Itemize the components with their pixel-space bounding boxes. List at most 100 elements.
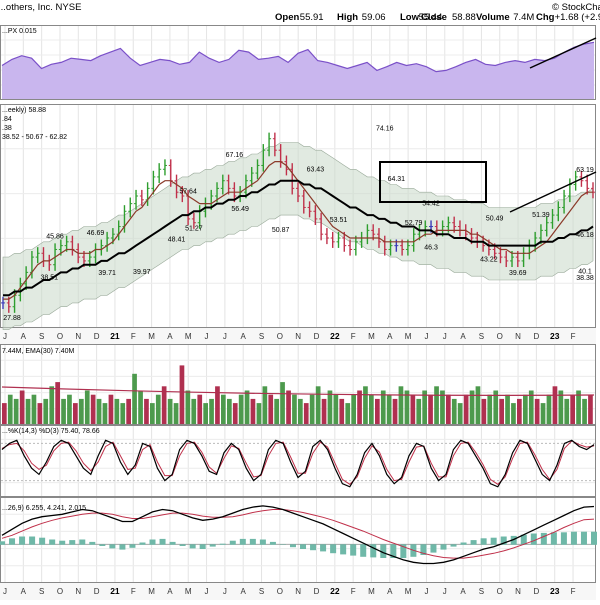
price-label: 63.43 bbox=[307, 166, 325, 173]
volume-bar bbox=[345, 403, 351, 424]
volume-bar bbox=[481, 398, 487, 424]
volume-bar bbox=[274, 398, 279, 424]
watermark: © StockCharts bbox=[552, 2, 600, 13]
volume-bar bbox=[292, 394, 297, 424]
volume-bar bbox=[546, 394, 552, 424]
x-tick-label: A bbox=[167, 587, 173, 596]
stat-close: Close 58.88 bbox=[421, 12, 476, 23]
consolidation-box bbox=[379, 161, 487, 203]
macd-histogram-bar bbox=[591, 531, 597, 545]
price-label: 38.38 bbox=[576, 275, 594, 282]
macd-histogram-bar bbox=[119, 544, 126, 550]
x-tick-label: O bbox=[57, 332, 63, 341]
volume-bar bbox=[523, 394, 528, 424]
macd-histogram-bar bbox=[259, 539, 266, 545]
x-tick-label: O bbox=[57, 587, 63, 596]
volume-bar bbox=[463, 394, 469, 424]
macd-histogram-bar bbox=[179, 544, 186, 546]
macd-legend: ...26,9) 6.255, 4.241, 2.015 bbox=[2, 505, 86, 512]
macd-histogram-bar bbox=[99, 544, 106, 546]
volume-bar bbox=[256, 403, 262, 424]
macd-histogram-bar bbox=[49, 539, 56, 545]
volume-bar bbox=[540, 403, 546, 424]
x-tick-label: M bbox=[405, 332, 412, 341]
x-tick-label: D bbox=[314, 587, 320, 596]
volume-bar bbox=[469, 390, 475, 424]
volume-bar bbox=[238, 394, 244, 424]
chart-title: ...others, Inc. NYSE bbox=[0, 2, 81, 13]
x-tick-label: J bbox=[3, 332, 7, 341]
stat-value: 7.4M bbox=[513, 12, 534, 23]
x-tick-label: A bbox=[387, 332, 393, 341]
volume-bar bbox=[339, 398, 345, 424]
stat-open: Open 55.91 bbox=[275, 12, 324, 23]
volume-bar bbox=[321, 398, 327, 424]
stat-label: High bbox=[337, 12, 358, 23]
rs-legend: ...PX 0.015 bbox=[2, 28, 37, 35]
rs-area bbox=[2, 42, 594, 99]
stat-chg: Chg +1.68 (+2.9... bbox=[536, 12, 600, 23]
price-label: 38.51 bbox=[41, 274, 59, 281]
macd-histogram-bar bbox=[139, 542, 146, 545]
volume-bar bbox=[244, 390, 250, 424]
macd-histogram-bar bbox=[390, 544, 397, 558]
stoch-legend: ...%K(14,3) %D(3) 75.40, 78.66 bbox=[2, 428, 100, 435]
volume-bar bbox=[179, 365, 185, 424]
x-tick-label: 22 bbox=[330, 586, 340, 596]
macd-histogram-bar bbox=[380, 544, 387, 558]
volume-bar bbox=[191, 398, 197, 424]
x-axis-bottom-bg bbox=[0, 583, 596, 600]
volume-bar bbox=[197, 394, 203, 424]
stat-label: Low bbox=[400, 12, 420, 23]
x-tick-label: F bbox=[351, 587, 356, 596]
volume-bar bbox=[161, 386, 167, 424]
price-label: 40.1 bbox=[578, 268, 592, 275]
volume-bar bbox=[298, 398, 303, 424]
volume-bar bbox=[315, 386, 321, 424]
volume-bar bbox=[576, 390, 581, 424]
x-tick-label: O bbox=[277, 587, 283, 596]
x-tick-label: F bbox=[131, 587, 136, 596]
volume-bar bbox=[351, 394, 356, 424]
x-tick-label: J bbox=[424, 332, 428, 341]
stat-high: High 59.06 bbox=[337, 12, 386, 23]
macd-histogram-bar bbox=[440, 544, 447, 550]
volume-bar bbox=[173, 403, 179, 424]
volume-bar bbox=[333, 394, 339, 424]
x-tick-label: O bbox=[277, 332, 283, 341]
macd-histogram-bar bbox=[249, 538, 256, 545]
volume-legend: 7.44M, EMA(30) 7.40M bbox=[2, 348, 75, 355]
macd-histogram-bar bbox=[269, 541, 276, 545]
volume-bar bbox=[528, 390, 534, 424]
volume-bar bbox=[434, 386, 439, 424]
volume-bar bbox=[232, 403, 238, 424]
volume-bar bbox=[49, 386, 55, 424]
price-label: 57.64 bbox=[179, 188, 197, 195]
volume-bar bbox=[428, 394, 433, 424]
x-tick-label: A bbox=[241, 587, 247, 596]
x-tick-label: A bbox=[387, 587, 393, 596]
volume-bar bbox=[416, 398, 422, 424]
macd-histogram-bar bbox=[350, 544, 357, 556]
volume-bar bbox=[303, 403, 309, 424]
x-tick-label: J bbox=[223, 332, 227, 341]
volume-bar bbox=[262, 386, 268, 424]
volume-bar bbox=[517, 398, 522, 424]
volume-bar bbox=[410, 394, 416, 424]
macd-histogram-bar bbox=[289, 544, 296, 548]
price-legend-line: .84 bbox=[2, 116, 12, 123]
price-label: 51.39 bbox=[532, 212, 550, 219]
macd-histogram-bar bbox=[460, 542, 467, 545]
volume-bar bbox=[84, 390, 90, 424]
x-tick-label: F bbox=[131, 332, 136, 341]
volume-bar bbox=[250, 398, 256, 424]
volume-bar bbox=[558, 390, 564, 424]
x-tick-label: 23 bbox=[550, 331, 560, 341]
volume-bar bbox=[404, 390, 410, 424]
x-axis-top-bg bbox=[0, 328, 596, 344]
x-tick-label: 23 bbox=[550, 586, 560, 596]
stat-label: Chg bbox=[536, 12, 555, 23]
volume-bar bbox=[227, 398, 232, 424]
